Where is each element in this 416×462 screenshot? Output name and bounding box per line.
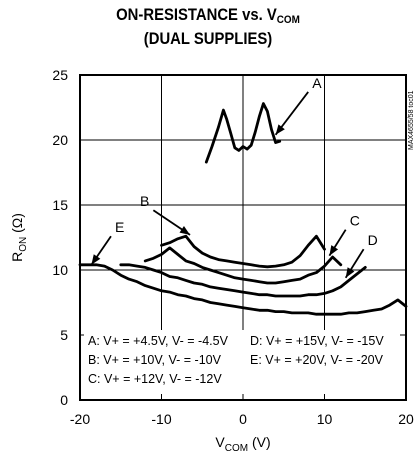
legend-box: A: V+ = +4.5V, V- = -4.5V B: V+ = +10V, V… [84, 330, 400, 394]
legend-background [84, 330, 400, 394]
callout-arrowhead [179, 225, 191, 235]
callout-label-e: E [115, 219, 124, 235]
callout-label-a: A [312, 75, 322, 91]
series-line-c [143, 246, 343, 285]
x-tick-label: 10 [317, 411, 333, 427]
legend-entry-e: E: V+ = +20V, V- = -20V [250, 353, 384, 367]
callout-label-b: B [140, 193, 149, 209]
callout-arrowhead [275, 124, 285, 135]
callout-label-d: D [368, 232, 378, 248]
curve-callouts: A B CD E [90, 75, 378, 279]
series-line-b [160, 234, 326, 269]
chart-title-line-2: (DUAL SUPPLIES) [143, 30, 273, 48]
callout-arrowhead [91, 254, 101, 265]
series-line-a [204, 102, 282, 164]
chart-title-line-1: ON-RESISTANCE vs. VCOM [21, 6, 395, 26]
chart-title-subscript: COM [276, 14, 300, 26]
x-axis-label: VCOM (V) [215, 434, 270, 454]
plot-frame [79, 74, 407, 401]
series-group [78, 102, 408, 316]
series-line-d [119, 263, 367, 298]
y-tick-label: 20 [52, 132, 68, 148]
y-axis-label: RON (Ω) [9, 213, 29, 262]
legend-entry-b: B: V+ = +10V, V- = -10V [88, 353, 222, 367]
x-tick-label: 0 [239, 411, 247, 427]
x-tick-label: -10 [151, 411, 171, 427]
chart-title-main: ON-RESISTANCE vs. V [116, 6, 277, 24]
series-line-e [78, 263, 408, 316]
callout-label-c: C [350, 213, 360, 229]
y-tick-label: 25 [52, 67, 68, 83]
callout-arrowhead [329, 245, 339, 256]
x-tick-label: 20 [398, 411, 414, 427]
y-tick-label: 15 [52, 197, 68, 213]
y-tick-label: 5 [60, 327, 68, 343]
x-tick-label: -20 [70, 411, 90, 427]
watermark-text: MAX4655/58 toc01 [408, 90, 415, 150]
y-tick-label: 0 [60, 392, 68, 408]
legend-entry-a: A: V+ = +4.5V, V- = -4.5V [88, 334, 229, 348]
legend-entry-c: C: V+ = +12V, V- = -12V [88, 372, 222, 386]
tick-labels: -20 -10 0 10 20 0 5 10 15 20 25 [52, 67, 414, 427]
legend-entry-d: D: V+ = +15V, V- = -15V [250, 334, 384, 348]
callout-arrowhead [345, 267, 355, 278]
y-tick-label: 10 [52, 262, 68, 278]
